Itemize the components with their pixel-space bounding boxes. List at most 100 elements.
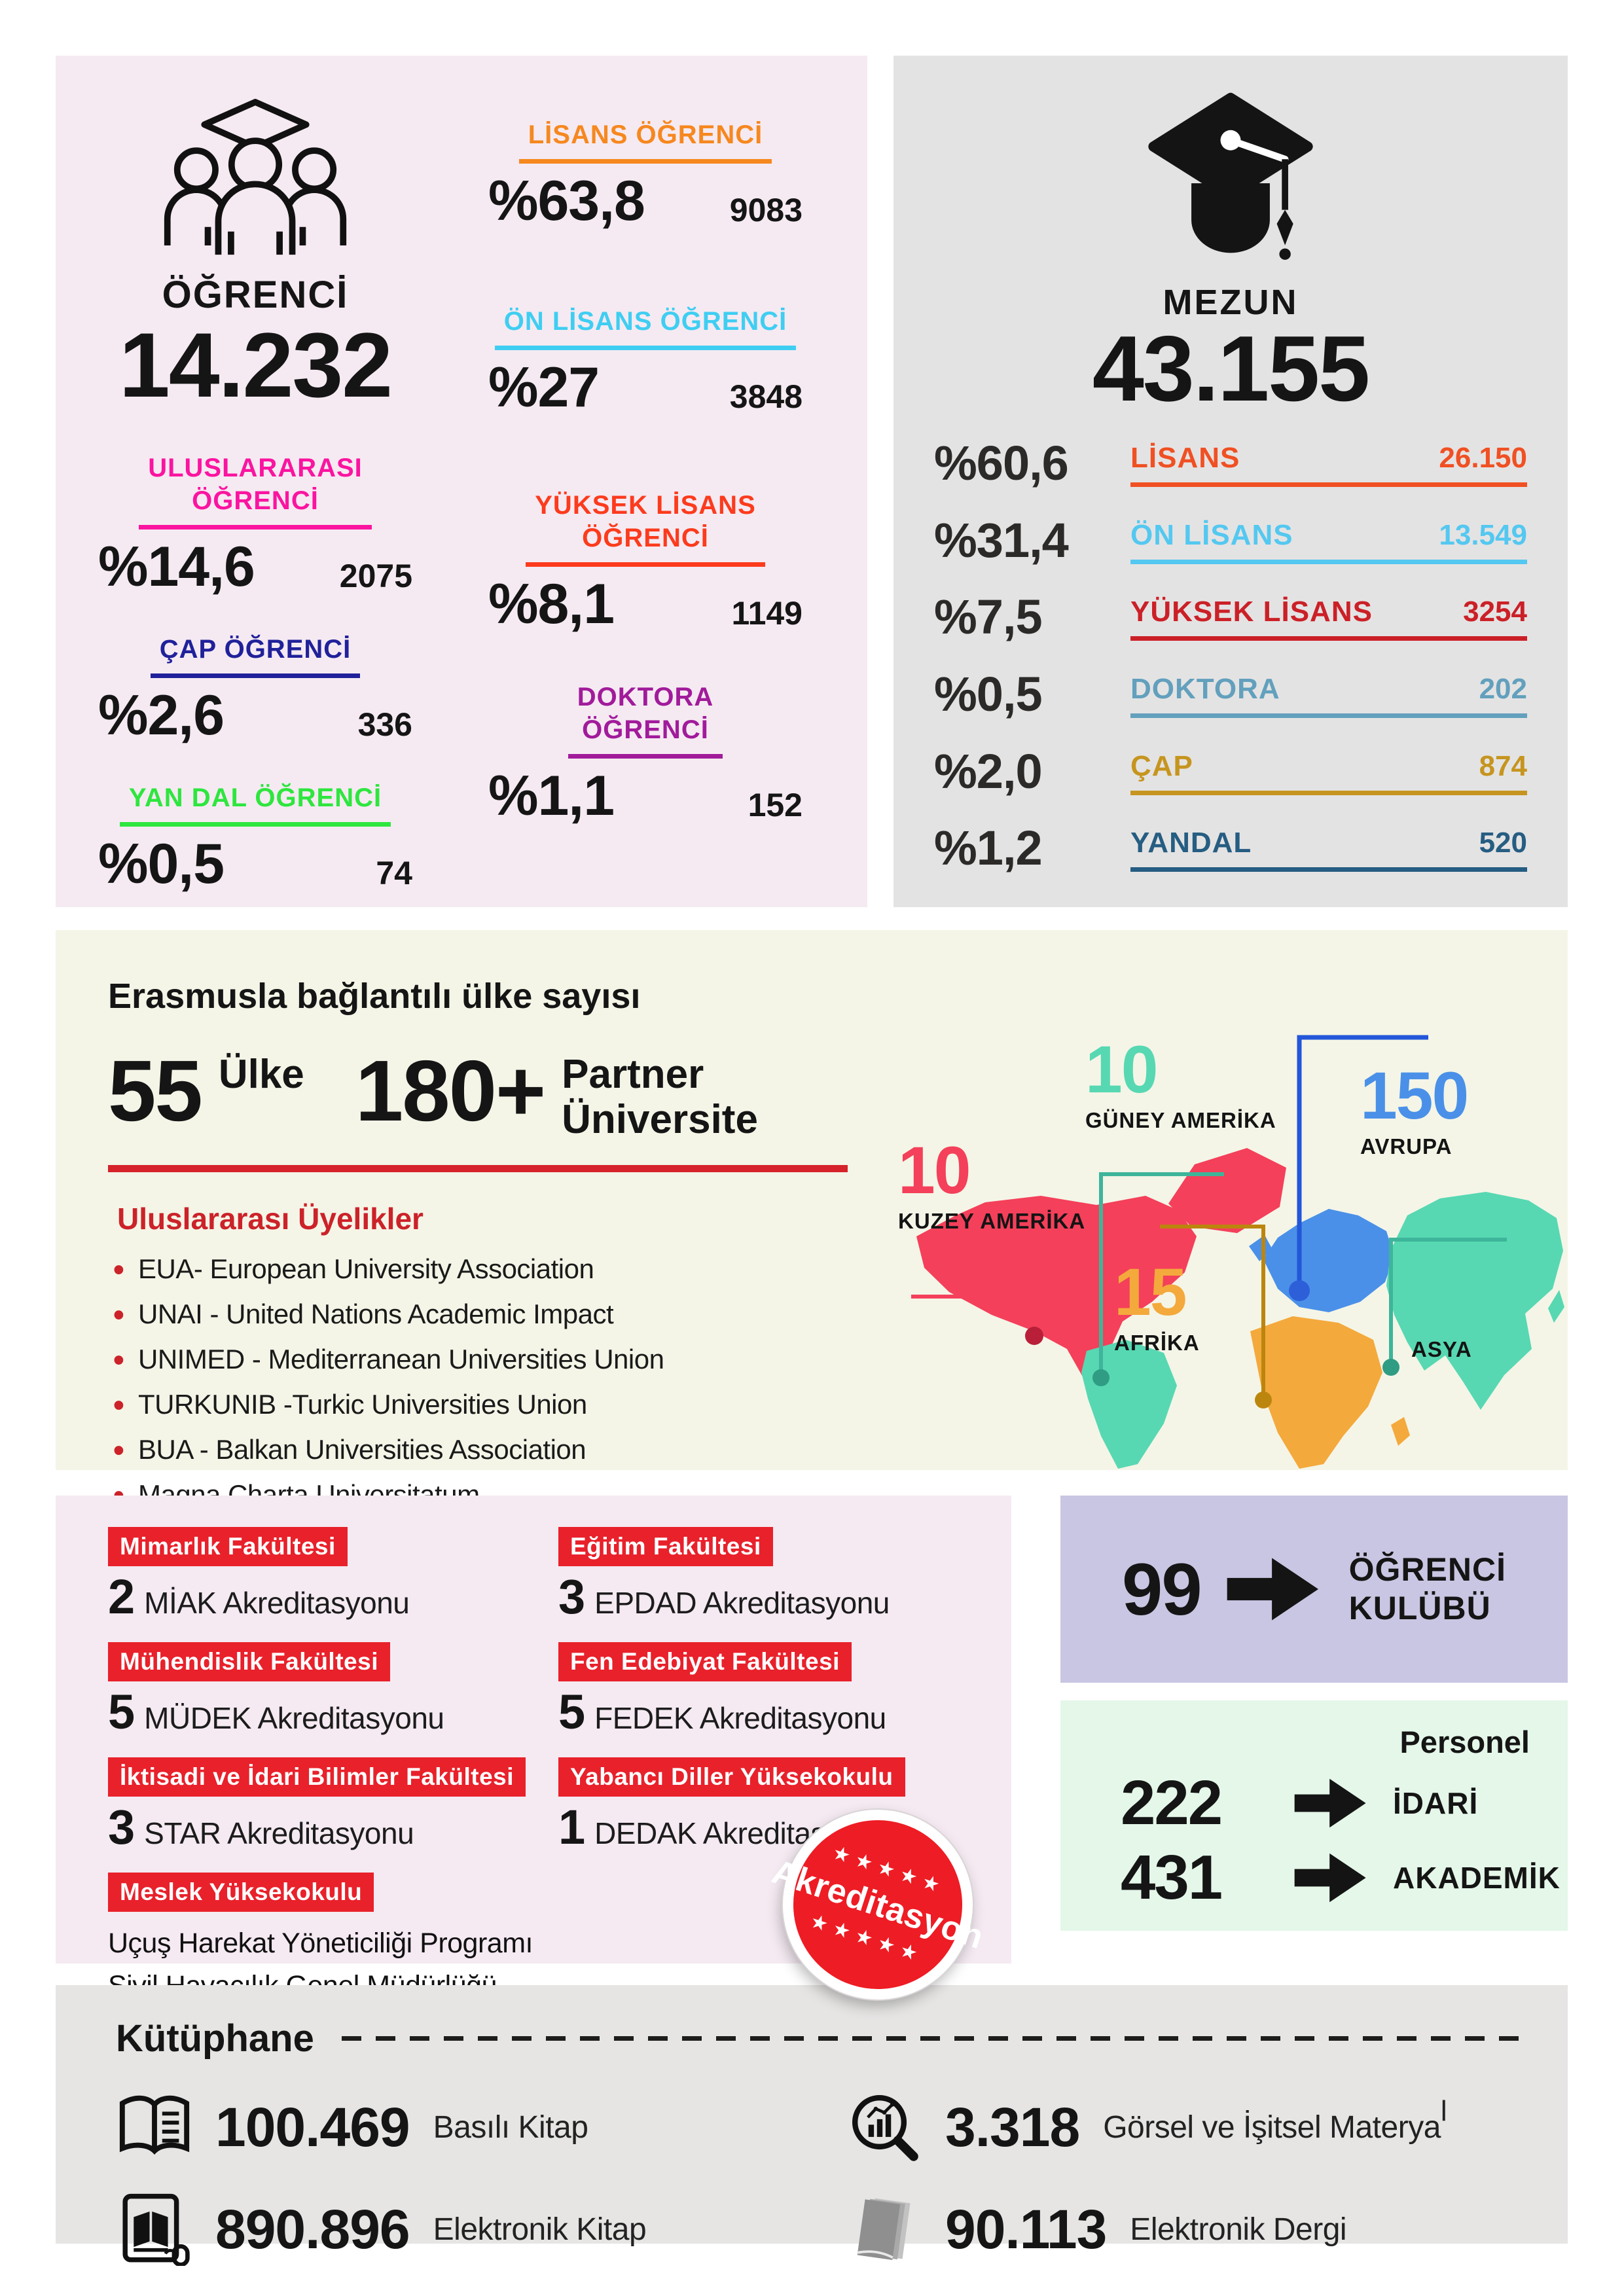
students-left-stats: ULUSLARARASI ÖĞRENCİ %14,6 2075 ÇAP ÖĞRE… [56,452,455,892]
graduates-title: MEZUN [1163,283,1299,322]
partner-map: 10 KUZEY AMERİKA 10 GÜNEY AMERİKA 15 AFR… [871,948,1568,1470]
graduates-row: %60,6 LİSANS 26.150 [934,438,1527,489]
graduates-breakdown: %60,6 LİSANS 26.150 %31,4 ÖN LİSANS 13.5… [893,416,1568,900]
students-group-icon [164,99,347,255]
magnifier-chart-icon [852,2095,918,2161]
stat-percent: %1,1 [488,764,615,827]
dashed-divider [341,2036,1528,2041]
student-clubs-panel: 99 ÖĞRENCİ KULÜBÜ [1060,1496,1568,1683]
map-label-europe: 150 AVRUPA [1360,1058,1469,1158]
vocational-line1: Uçuş Harekat Yöneticiliği Programı [108,1928,533,1959]
erasmus-panel: Erasmusla bağlantılı ülke sayısı 55 Ülke… [56,930,1568,1514]
row-percent: %2,0 [934,744,1043,798]
accreditation-science-letters: Fen Edebiyat Fakültesi 5 FEDEK Akreditas… [558,1642,977,1736]
stat-onlisans: ÖN LİSANS ÖĞRENCİ %27 3848 [488,305,803,416]
erasmus-title: Erasmusla bağlantılı ülke sayısı [108,977,641,1016]
stat-label: LİSANS ÖĞRENCİ [518,118,772,164]
library-item-printed-books: 100.469 Basılı Kitap [116,2090,846,2164]
stat-cap: ÇAP ÖĞRENCİ %2,6 336 [98,633,412,744]
red-divider [108,1164,848,1172]
faculty-tag: Yabancı Diller Yüksekokulu [558,1757,905,1797]
membership-item: UNIMED - Mediterranean Universities Unio… [112,1342,913,1378]
faculty-tag: Eğitim Fakültesi [558,1527,773,1566]
faculty-tag: Mühendislik Fakültesi [108,1642,390,1681]
map-label-asia: 50 ASYA [1411,1261,1484,1361]
accreditation-engineering: Mühendislik Fakültesi 5 MÜDEK Akreditasy… [108,1642,540,1736]
stat-label: DOKTORA ÖĞRENCİ [568,681,723,759]
graduates-panel: MEZUN 43.155 %60,6 LİSANS 26.150 %31,4 Ö… [893,56,1568,907]
open-book-icon [119,2095,190,2155]
stat-percent: %27 [488,356,600,419]
graduation-cap-icon [1148,92,1313,260]
arrow-right-icon [1294,1853,1366,1903]
staff-label: İDARİ [1393,1786,1479,1820]
row-value: 3254 [1463,596,1527,628]
staff-row-administrative: 222 İDARİ [1060,1772,1568,1835]
row-value: 26.150 [1439,442,1527,474]
stat-percent: %0,5 [98,833,225,895]
arrow-right-icon [1294,1778,1366,1828]
graduates-row: %1,2 YANDAL 520 [934,823,1527,874]
row-percent: %1,2 [934,821,1043,876]
faculty-tag: Fen Edebiyat Fakültesi [558,1642,852,1681]
row-label: DOKTORA [1130,673,1280,706]
stat-label: ULUSLARARASI ÖĞRENCİ [139,452,372,529]
stat-percent: %2,6 [98,684,225,747]
row-value: 202 [1479,673,1527,706]
library-item-ejournals: 90.113 Elektronik Dergi [846,2193,1528,2266]
accreditation-text: FEDEK Akreditasyonu [594,1701,886,1735]
stat-percent: %14,6 [98,535,255,598]
erasmus-numbers: 55 Ülke 180+ Partner Üniversite [108,1048,913,1143]
students-summary: ÖĞRENCİ 14.232 ULUSLARARASI ÖĞRENCİ %14,… [56,56,455,907]
staff-count: 222 [1121,1768,1223,1838]
accreditation-text: MÜDEK Akreditasyonu [144,1701,444,1735]
row-value: 520 [1479,827,1527,859]
clubs-count: 99 [1122,1548,1202,1630]
world-map [911,1035,1564,1469]
stat-yuksek-lisans: YÜKSEK LİSANS ÖĞRENCİ %8,1 1149 [488,489,803,632]
row-percent: %60,6 [934,436,1069,490]
library-item-ebooks: 890.896 Elektronik Kitap [116,2193,846,2266]
graduates-row: %7,5 YÜKSEK LİSANS 3254 [934,592,1527,643]
clubs-label: ÖĞRENCİ KULÜBÜ [1348,1551,1506,1626]
library-panel: Kütüphane 100.469 Basılı Kitap [56,1985,1568,2266]
students-right-stats: LİSANS ÖĞRENCİ %63,8 9083 ÖN LİSANS ÖĞRE… [455,56,867,907]
row-label: YÜKSEK LİSANS [1130,596,1373,628]
stat-international: ULUSLARARASI ÖĞRENCİ %14,6 2075 [98,452,412,595]
stat-percent: %8,1 [488,573,615,636]
library-label: Görsel ve İşitsel Materyal [1103,2094,1447,2145]
accreditation-count: 1 [558,1800,586,1854]
arrow-right-icon [1227,1558,1318,1621]
library-number: 3.318 [945,2096,1080,2158]
accreditation-text: EPDAD Akreditasyonu [594,1586,890,1620]
journal-icon [857,2198,911,2260]
membership-item: BUA - Balkan Universities Association [112,1433,913,1469]
faculty-tag: İktisadi ve İdari Bilimler Fakültesi [108,1757,526,1797]
accreditation-education: Eğitim Fakültesi 3 EPDAD Akreditasyonu [558,1527,977,1621]
stat-yandal: YAN DAL ÖĞRENCİ %0,5 74 [98,781,412,892]
graduates-row: %31,4 ÖN LİSANS 13.549 [934,514,1527,566]
students-panel: ÖĞRENCİ 14.232 ULUSLARARASI ÖĞRENCİ %14,… [56,56,867,907]
countries-number: 55 [108,1043,203,1139]
row-label: LİSANS [1130,442,1240,474]
faculty-tag: Meslek Yüksekokulu [108,1873,374,1912]
row-label: YANDAL [1130,827,1252,859]
membership-item: UNAI - United Nations Academic Impact [112,1297,913,1333]
staff-title: Personel [1399,1725,1530,1759]
faculty-tag: Mimarlık Fakültesi [108,1527,348,1566]
staff-label: AKADEMİK [1393,1861,1561,1895]
stat-label: YÜKSEK LİSANS ÖĞRENCİ [526,489,765,567]
stat-doktora: DOKTORA ÖĞRENCİ %1,1 152 [488,681,803,824]
memberships-list: EUA- European University Association UNA… [112,1252,913,1514]
library-label: Elektronik Kitap [433,2212,647,2247]
accreditation-text: STAR Akreditasyonu [144,1816,414,1850]
accreditation-count: 2 [108,1570,135,1624]
map-label-africa: 15 AFRİKA [1114,1255,1200,1355]
stat-label: ÖN LİSANS ÖĞRENCİ [494,305,797,350]
staff-panel: Personel 222 İDARİ 431 AKADEMİK [1060,1700,1568,1931]
raised-letter: l [1440,2094,1447,2127]
map-label-south-america: 10 GÜNEY AMERİKA [1085,1032,1276,1132]
map-label-north-america: 10 KUZEY AMERİKA [898,1133,1086,1233]
accreditation-count: 3 [558,1570,586,1624]
accreditation-count: 5 [108,1685,135,1739]
